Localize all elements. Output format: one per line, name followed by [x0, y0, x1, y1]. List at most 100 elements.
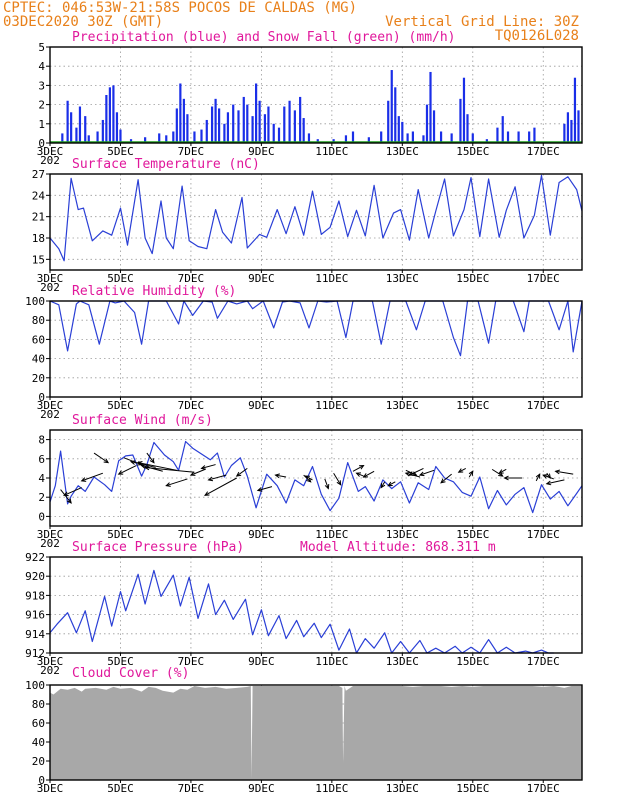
model-altitude: Model Altitude: 868.311 m [300, 540, 496, 555]
precip-bar [232, 104, 235, 143]
humidity-title: Relative Humidity (%) [72, 284, 236, 299]
wind-arrow [256, 486, 273, 492]
y-tick-label: 0 [38, 774, 45, 787]
year-sublabel: 202 [40, 154, 60, 167]
wind-arrow [380, 481, 386, 489]
precip-bar [87, 135, 90, 143]
y-tick-label: 100 [25, 295, 45, 308]
cloud-title: Cloud Cover (%) [72, 666, 189, 681]
y-tick-label: 100 [25, 679, 45, 692]
x-tick-label: 5DEC [107, 145, 134, 158]
x-tick-label: 11DEC [315, 145, 348, 158]
y-tick-label: 27 [32, 168, 45, 181]
y-tick-label: 2 [38, 491, 45, 504]
y-tick-label: 0 [38, 137, 45, 150]
wind-arrow-head [498, 469, 504, 474]
y-tick-label: 80 [32, 314, 45, 327]
wind-arrow-head [63, 491, 69, 496]
x-tick-label: 15DEC [456, 528, 489, 541]
wind-arrow [143, 465, 195, 473]
cloud-panel: 0 20 40 60 80 100 3DEC 5DEC 7DEC 9DEC 11DEC 13DEC 15… [25, 679, 583, 795]
wind-arrow-shaft [81, 472, 104, 482]
precip-bar [277, 127, 281, 143]
wind-panel: 0 2 4 6 8 3DEC 5DEC 7DEC 9DEC 11DEC 13DEC 15DEC 17DE… [37, 429, 583, 550]
precip-bar [129, 139, 133, 143]
x-tick-label: 3DEC [37, 145, 64, 158]
precip-bar [351, 131, 355, 143]
x-tick-label: 13DEC [386, 655, 419, 668]
wind-arrow-head [103, 458, 110, 464]
wind-arrow-shaft [93, 452, 109, 464]
x-tick-label: 15DEC [456, 272, 489, 285]
precip-bar [66, 100, 69, 143]
temp-frame [49, 173, 583, 271]
wind-arrow [418, 469, 435, 477]
wind-arrow-head [304, 475, 310, 481]
header-line2-left: 03DEC2020 30Z (GMT) [3, 14, 163, 30]
wind-arrow-head [359, 464, 365, 470]
x-tick-label: 11DEC [315, 528, 348, 541]
precip-panel: 0 1 2 3 4 5 3DEC 5DEC 7DEC 9DEC 11DEC 13DEC 15DEC 17D… [37, 41, 583, 167]
wind-arrow-shaft [458, 467, 466, 473]
wind-arrow [545, 479, 565, 486]
wind-arrow-head [468, 470, 474, 476]
wind-arrow-shaft [305, 475, 313, 481]
x-tick-label: 3DEC [37, 655, 64, 668]
pressure-panel: 912 914 916 918 920 922 3DEC 5DEC 7DEC 9DEC 11DEC 1… [25, 551, 583, 677]
wind-arrow-head [380, 483, 386, 489]
wind-arrow-head [355, 472, 362, 477]
x-tick-label: 9DEC [248, 399, 275, 412]
precip-bar [390, 70, 393, 143]
precip-bar [425, 104, 429, 143]
precip-bar [272, 123, 275, 143]
precip-bar [75, 127, 78, 143]
precip-bar [119, 129, 122, 143]
wind-arrow-head [440, 478, 446, 484]
wind-arrow-head [140, 464, 147, 469]
wind-arrow-shaft [60, 489, 72, 504]
y-tick-label: 18 [32, 232, 45, 245]
wind-arrow [117, 465, 137, 475]
precip-bar [267, 106, 270, 143]
y-tick-label: 15 [32, 253, 45, 266]
x-tick-label: 15DEC [456, 399, 489, 412]
wind-arrow-shaft [118, 465, 137, 475]
x-tick-label: 5DEC [107, 782, 134, 795]
x-tick-label: 17DEC [527, 145, 560, 158]
y-tick-label: 2 [38, 99, 45, 112]
precip-bar [577, 110, 580, 143]
wind-title: Surface Wind (m/s) [72, 413, 213, 428]
wind-arrow [274, 473, 287, 479]
precip-bar [223, 123, 226, 143]
wind-arrow-head [149, 458, 155, 464]
wind-line [49, 440, 583, 514]
y-tick-label: 21 [32, 211, 45, 224]
precip-bar [528, 131, 531, 143]
precip-bar [288, 100, 291, 143]
wind-arrow-shaft [543, 474, 554, 480]
wind-arrow [542, 474, 554, 480]
precip-bar [471, 133, 474, 143]
wind-arrow [408, 467, 424, 476]
precip-bar [255, 83, 258, 143]
x-tick-label: 13DEC [386, 399, 419, 412]
x-tick-label: 11DEC [315, 782, 348, 795]
y-tick-label: 912 [25, 647, 45, 660]
y-tick-label: 922 [25, 551, 45, 564]
wind-arrow [189, 468, 206, 476]
precip-bar [165, 135, 168, 143]
precip-bar [299, 96, 302, 143]
wind-arrow [362, 470, 375, 478]
y-tick-label: 4 [38, 60, 45, 73]
wind-arrow [324, 478, 330, 490]
precip-bar [205, 119, 208, 143]
wind-arrow-head [235, 471, 242, 477]
x-tick-label: 17DEC [527, 272, 560, 285]
pressure-frame [49, 556, 583, 654]
temp-line [49, 174, 583, 262]
wind-arrow-shaft [387, 481, 396, 487]
wind-arrow-head [535, 473, 541, 479]
y-tick-label: 4 [38, 472, 45, 485]
x-tick-label: 11DEC [315, 272, 348, 285]
wind-arrow [80, 472, 104, 482]
